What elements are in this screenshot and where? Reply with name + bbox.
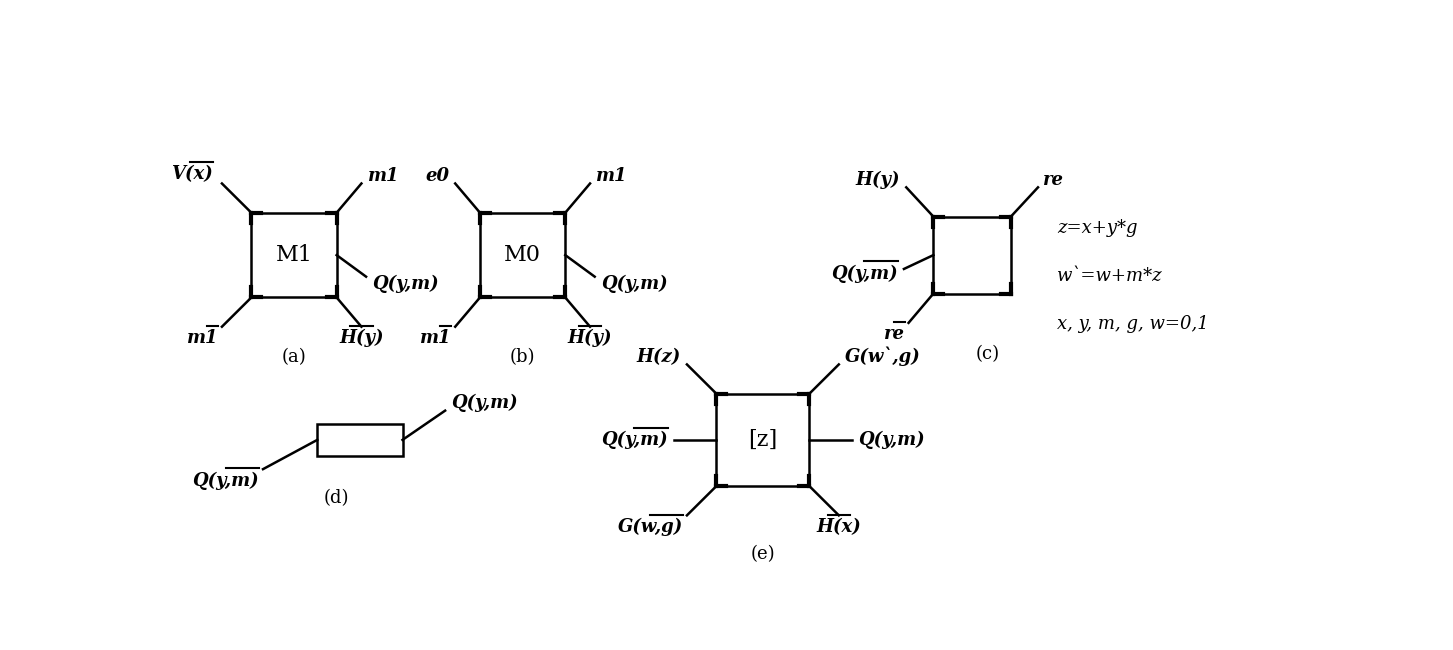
Text: (a): (a) <box>282 348 307 367</box>
Text: e0: e0 <box>424 167 449 185</box>
Text: [z]: [z] <box>748 429 777 451</box>
Text: m1: m1 <box>368 167 400 185</box>
Bar <box>251 213 337 298</box>
Bar <box>479 213 565 298</box>
Text: (d): (d) <box>324 489 349 508</box>
Text: m1: m1 <box>420 330 452 347</box>
Text: H(z): H(z) <box>636 348 680 366</box>
Text: (e): (e) <box>751 545 776 563</box>
Text: H(x): H(x) <box>817 518 862 536</box>
Text: M1: M1 <box>276 244 312 266</box>
Text: G(w`,g): G(w`,g) <box>846 347 921 367</box>
Text: Q(y,m): Q(y,m) <box>859 431 924 449</box>
Bar <box>716 394 809 486</box>
Text: H(y): H(y) <box>339 329 384 347</box>
Text: (c): (c) <box>975 344 1000 363</box>
Text: Q(y,m): Q(y,m) <box>831 265 898 283</box>
Text: z=x+y*g: z=x+y*g <box>1058 219 1138 237</box>
Text: V(x): V(x) <box>171 165 212 183</box>
Text: re: re <box>1043 171 1064 188</box>
Text: x, y, m, g, w=0,1: x, y, m, g, w=0,1 <box>1058 315 1209 333</box>
Text: Q(y,m): Q(y,m) <box>602 431 667 449</box>
Text: H(y): H(y) <box>568 329 612 347</box>
Text: Q(y,m): Q(y,m) <box>602 275 667 294</box>
Bar <box>933 216 1011 294</box>
Bar <box>317 424 402 456</box>
Text: m1: m1 <box>186 330 218 347</box>
Text: w`=w+m*z: w`=w+m*z <box>1058 267 1162 285</box>
Text: Q(y,m): Q(y,m) <box>372 275 439 294</box>
Text: m1: m1 <box>596 167 628 185</box>
Text: H(y): H(y) <box>856 170 899 188</box>
Text: G(w,g): G(w,g) <box>618 518 683 536</box>
Text: Q(y,m): Q(y,m) <box>192 472 259 490</box>
Text: re: re <box>883 326 905 343</box>
Text: Q(y,m): Q(y,m) <box>452 394 517 412</box>
Text: (b): (b) <box>510 348 535 367</box>
Text: M0: M0 <box>504 244 541 266</box>
